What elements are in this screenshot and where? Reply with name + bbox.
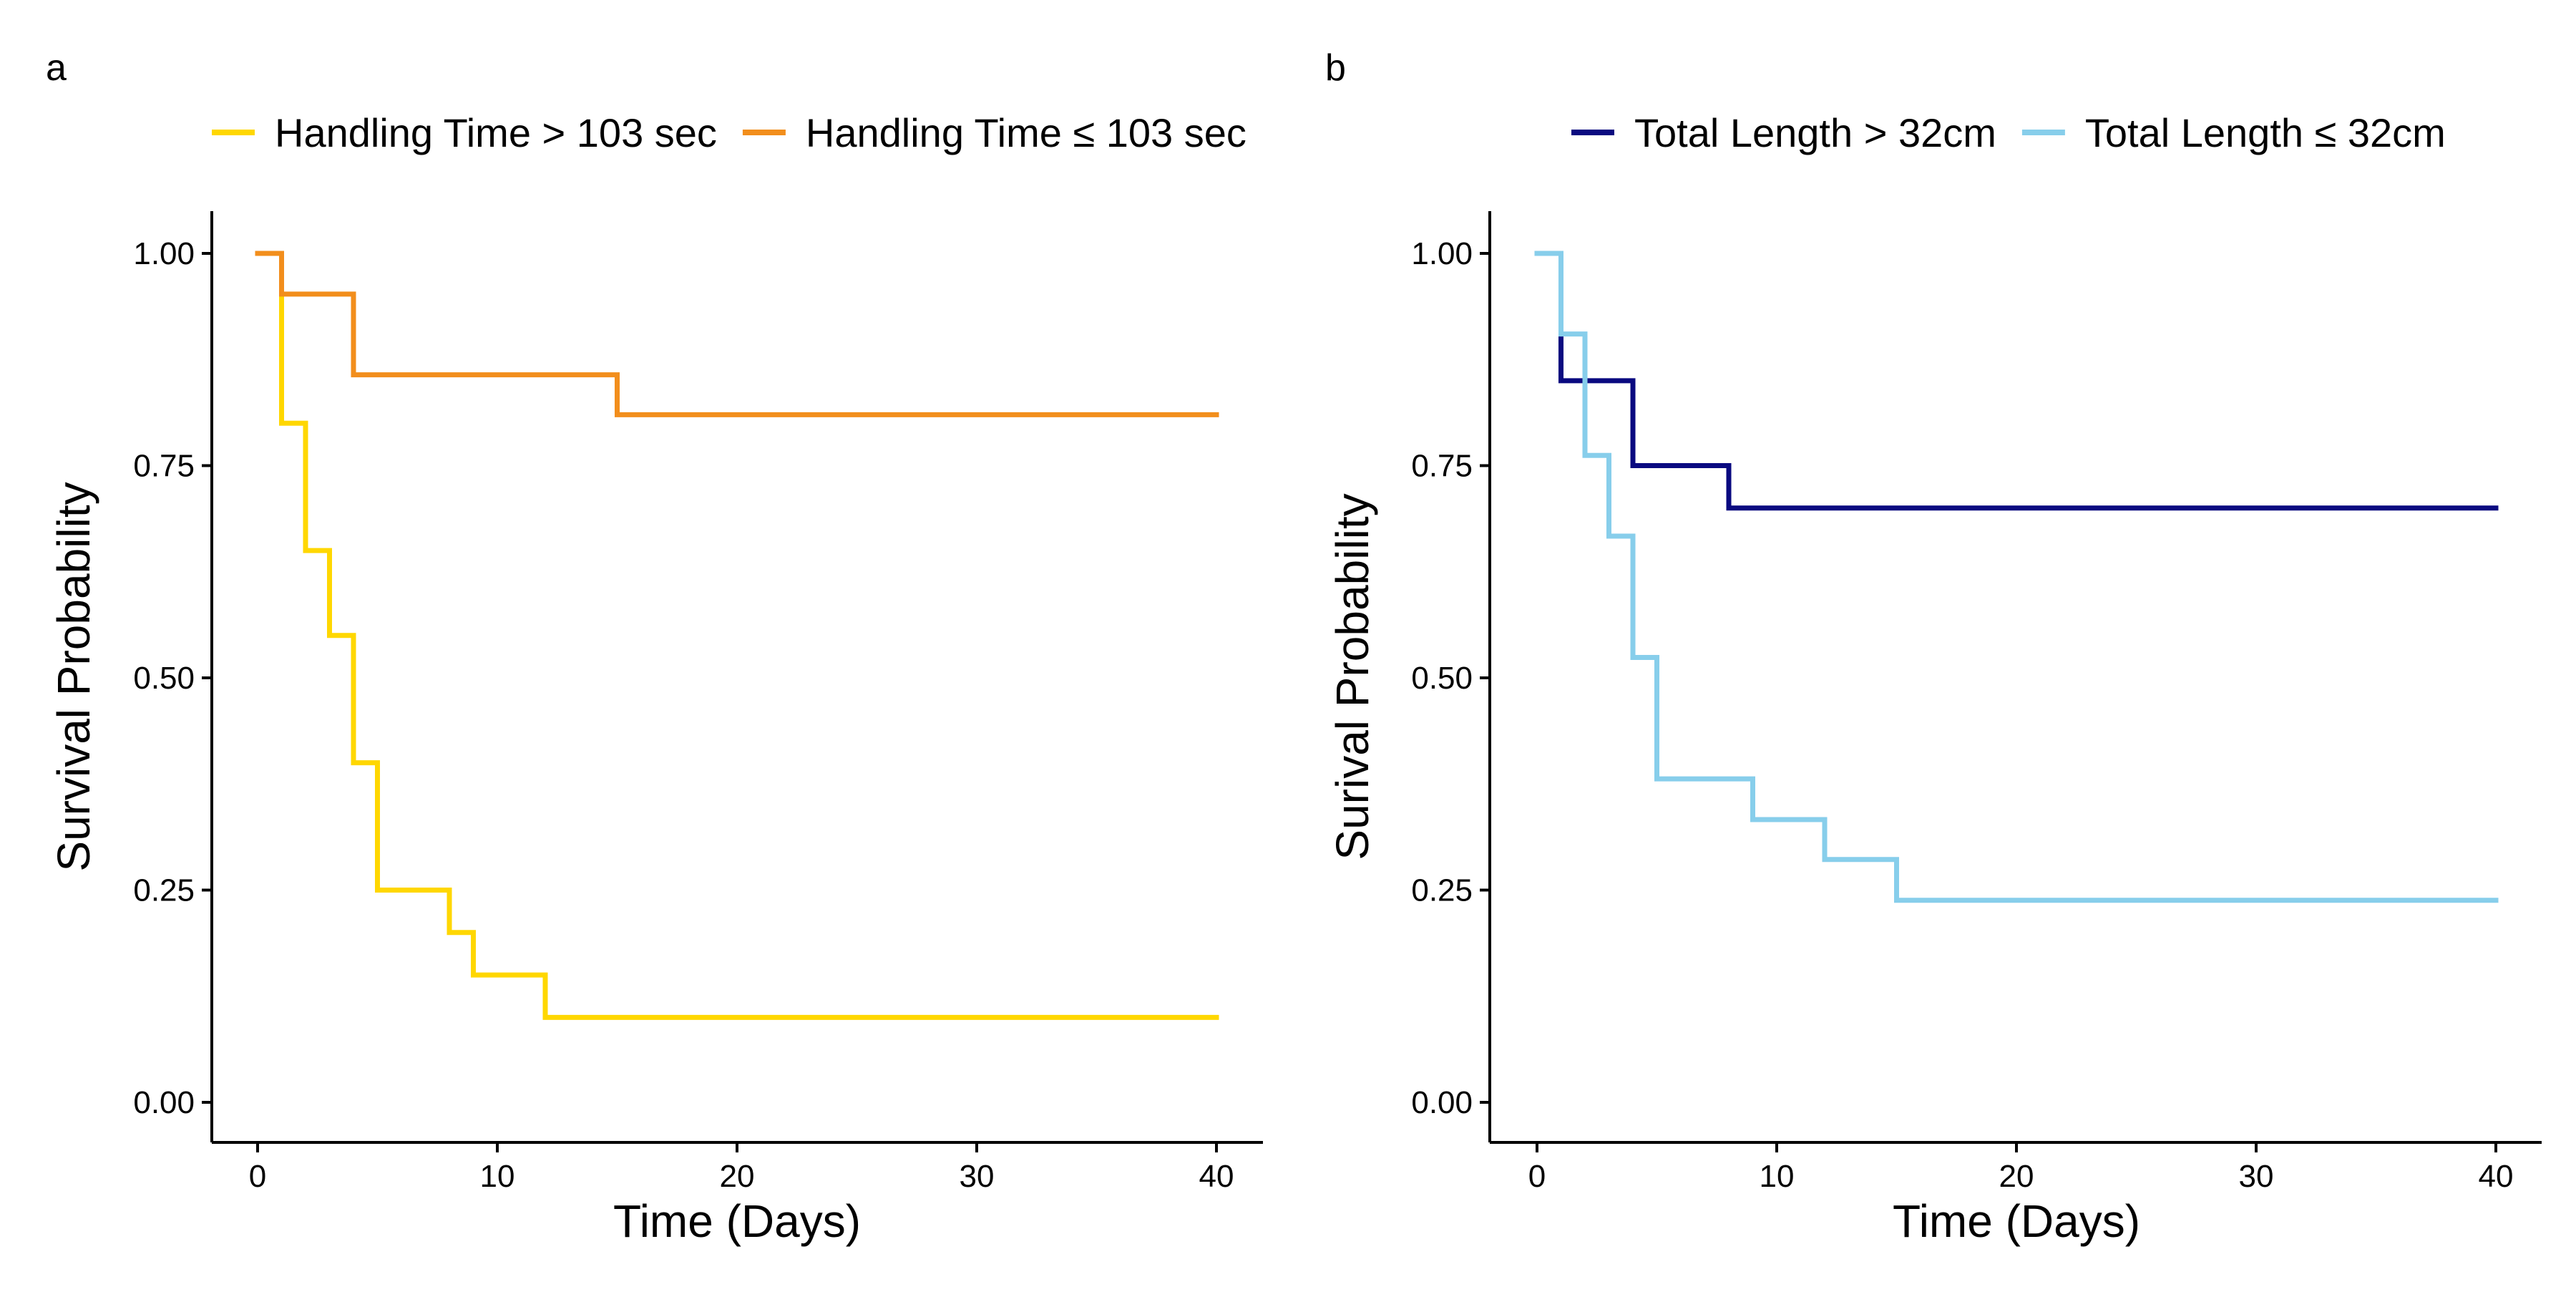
- y-tick-label: 1.00: [133, 236, 195, 271]
- legend-label-1: Handling Time > 103 sec: [275, 110, 717, 155]
- legend: Total Length > 32cm Total Length ≤ 32cm: [1571, 110, 2446, 155]
- panel-label: a: [46, 47, 67, 89]
- y-tick-label: 0.00: [1411, 1085, 1473, 1120]
- legend-label-1: Total Length > 32cm: [1634, 110, 1996, 155]
- chart-panel-b: b 0 10 20 30 40 0.00 0.25 0.50 0.75 1.00 Time (Days…: [1325, 47, 2542, 1247]
- x-tick-label: 0: [1528, 1159, 1546, 1194]
- x-tick-label: 40: [1199, 1159, 1234, 1194]
- y-tick-label: 0.75: [133, 449, 195, 484]
- y-tick-label: 0.25: [1411, 873, 1473, 908]
- x-tick-label: 30: [960, 1159, 995, 1194]
- y-tick-label: 1.00: [1411, 236, 1473, 271]
- legend-label-2: Handling Time ≤ 103 sec: [806, 110, 1246, 155]
- y-tick-label: 0.75: [1411, 449, 1473, 484]
- y-tick-label: 0.50: [1411, 661, 1473, 696]
- x-tick-label: 10: [480, 1159, 515, 1194]
- y-axis-title: Survival Probability: [48, 482, 99, 871]
- panel-label: b: [1325, 47, 1346, 89]
- x-axis-title: Time (Days): [1893, 1195, 2140, 1247]
- legend: Handling Time > 103 sec Handling Time ≤ 1…: [212, 110, 1246, 155]
- y-tick-label: 0.50: [133, 661, 195, 696]
- survival-curve-series-1: [1534, 251, 2499, 511]
- survival-curve-series-1: [255, 251, 1219, 1020]
- x-axis-title: Time (Days): [613, 1195, 861, 1247]
- legend-label-2: Total Length ≤ 32cm: [2085, 110, 2446, 155]
- x-tick-label: 30: [2239, 1159, 2274, 1194]
- x-tick-label: 40: [2479, 1159, 2514, 1194]
- y-tick-label: 0.25: [133, 873, 195, 908]
- x-tick-label: 10: [1760, 1159, 1795, 1194]
- y-tick-label: 0.00: [133, 1085, 195, 1120]
- x-tick-label: 20: [1999, 1159, 2034, 1194]
- survival-curve-series-2: [255, 251, 1219, 417]
- chart-panel-a: a 0 10 20 30 40 0.00 0.25 0.50 0.75 1.00 Time (Days…: [46, 47, 1263, 1247]
- x-tick-label: 20: [720, 1159, 755, 1194]
- x-tick-label: 0: [249, 1159, 266, 1194]
- y-axis-title: Surival Probability: [1327, 493, 1378, 860]
- survival-curve-series-2: [1534, 251, 2499, 903]
